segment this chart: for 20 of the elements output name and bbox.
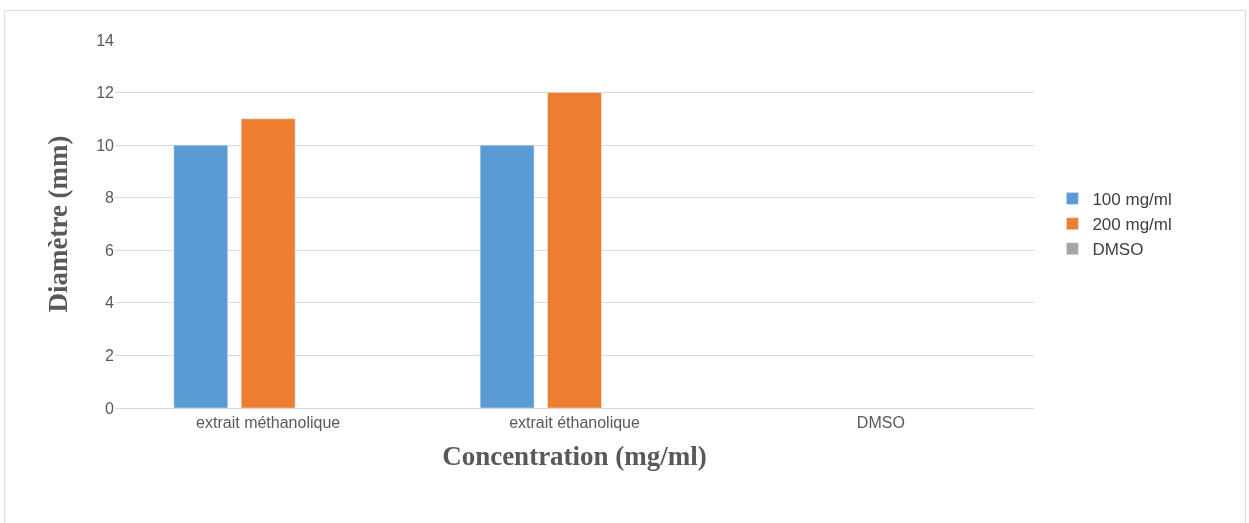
y-tick-label: 0 bbox=[105, 399, 115, 417]
y-tick-label: 4 bbox=[105, 294, 115, 312]
x-tick-label: extrait méthanolique bbox=[196, 414, 341, 432]
y-axis-title: Diamètre (mm) bbox=[43, 135, 74, 313]
y-tick-label: 2 bbox=[105, 347, 115, 365]
legend-label: 100 mg/ml bbox=[1092, 190, 1172, 210]
x-tick-label: extrait éthanolique bbox=[509, 414, 640, 432]
bar bbox=[547, 92, 602, 408]
x-tick-label: DMSO bbox=[856, 414, 905, 432]
y-tick-label: 12 bbox=[96, 84, 115, 102]
y-tick-label: 8 bbox=[105, 189, 115, 207]
legend-label: 200 mg/ml bbox=[1092, 215, 1172, 235]
bar bbox=[240, 118, 296, 408]
y-tick-label: 6 bbox=[105, 241, 115, 259]
x-axis-title: Concentration (mg/ml) bbox=[442, 440, 707, 471]
y-tick-label: 10 bbox=[96, 136, 115, 154]
y-tick-label: 14 bbox=[96, 31, 115, 49]
legend-label: DMSO bbox=[1092, 240, 1144, 260]
bar bbox=[173, 144, 228, 408]
bar bbox=[479, 144, 535, 408]
